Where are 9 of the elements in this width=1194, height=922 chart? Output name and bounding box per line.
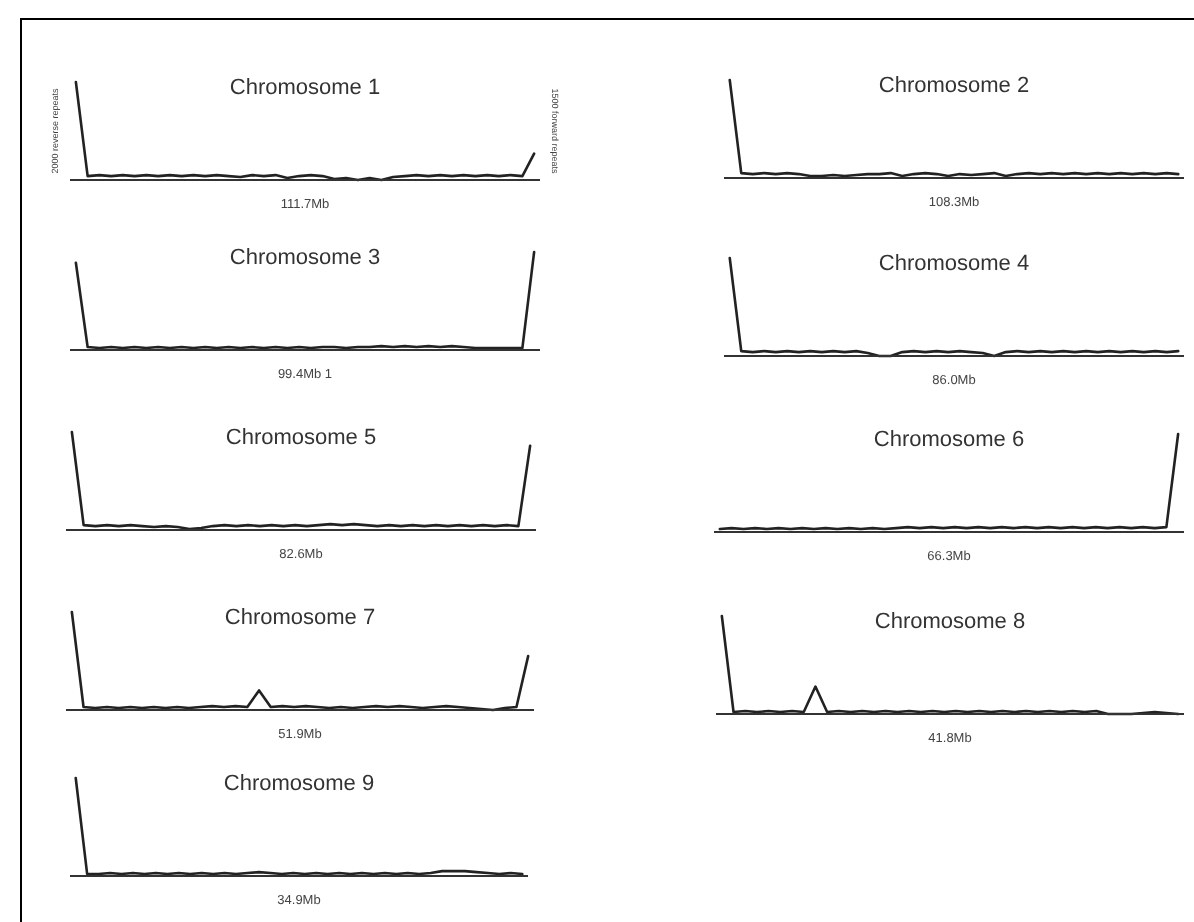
chart-title: Chromosome 9 [223,772,375,796]
chart-title: Chromosome 7 [224,606,376,630]
chart-title: Chromosome 6 [873,428,1025,452]
chart-title: Chromosome 5 [225,426,377,450]
chart-title: Chromosome 8 [874,610,1026,634]
chart-title: Chromosome 4 [878,252,1030,276]
chart-title: Chromosome 3 [229,246,381,270]
chart-title: Chromosome 2 [878,74,1030,98]
chart-title: Chromosome 1 [229,76,381,100]
